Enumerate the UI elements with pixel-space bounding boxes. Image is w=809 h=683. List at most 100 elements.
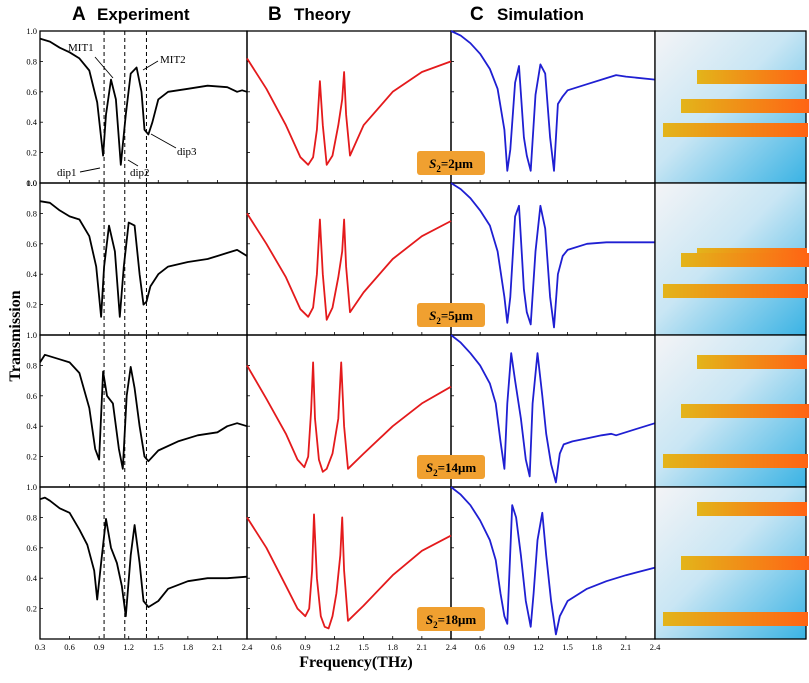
frame-row2-experiment bbox=[39, 182, 248, 336]
annotation-dip1: dip1 bbox=[57, 167, 77, 179]
x-tick-label: 0.9 bbox=[504, 642, 515, 652]
s2-label-box bbox=[417, 455, 485, 479]
theory-line-row4 bbox=[246, 513, 452, 630]
annotation-mit1: MIT1 bbox=[68, 42, 94, 54]
x-tick-label: 2.1 bbox=[621, 642, 632, 652]
simulation-line-row1 bbox=[450, 30, 656, 172]
x-tick-label: 1.2 bbox=[123, 642, 134, 652]
annotation-dip3: dip3 bbox=[177, 146, 197, 158]
structure-bar-2 bbox=[681, 99, 809, 113]
structure-bar-3 bbox=[663, 612, 808, 626]
experiment-line-row3 bbox=[39, 353, 248, 470]
y-tick-label: 0.2 bbox=[26, 604, 37, 614]
y-tick-label: 0.8 bbox=[26, 56, 37, 66]
x-tick-label: 2.1 bbox=[212, 642, 223, 652]
x-tick-label: 0.3 bbox=[35, 642, 46, 652]
x-axis-label: Frequency(THz) bbox=[299, 654, 412, 671]
x-tick-label: 2.4 bbox=[242, 642, 253, 652]
y-tick-label: 0.6 bbox=[26, 87, 37, 97]
panel-letter-b: B bbox=[268, 4, 282, 25]
annotation-dip2-arrow bbox=[127, 159, 139, 167]
y-tick-label: 0.8 bbox=[26, 208, 37, 218]
annotation-dip1-arrow bbox=[79, 167, 101, 173]
simulation-line-row4 bbox=[450, 486, 656, 636]
theory-line-row2 bbox=[246, 212, 452, 321]
tick-labels: 0.0 0.2 0.4 0.6 0.8 1.0 0.2 0.4 0.6 0.8 1.0 0.2 0.4 0… bbox=[26, 26, 661, 652]
structure-bar-2 bbox=[681, 253, 809, 267]
panel-title-simulation: Simulation bbox=[497, 5, 584, 24]
panel-title-theory: Theory bbox=[294, 5, 351, 24]
structure-bar-3 bbox=[663, 284, 808, 298]
annotation-mit2-arrow bbox=[142, 60, 159, 71]
data-series bbox=[39, 30, 656, 636]
structure-bar-1 bbox=[697, 502, 807, 516]
x-tick-label: 2.1 bbox=[417, 642, 428, 652]
y-tick-label: 0.4 bbox=[26, 573, 37, 583]
s2-label-box bbox=[417, 303, 485, 327]
s2-label-box bbox=[417, 151, 485, 175]
x-tick-label: 0.6 bbox=[475, 642, 486, 652]
x-tick-label: 1.8 bbox=[591, 642, 602, 652]
x-tick-label: 0.6 bbox=[271, 642, 282, 652]
y-tick-label: 0.4 bbox=[26, 421, 37, 431]
annotations: MIT1 MIT2 dip1 dip2 dip3 bbox=[57, 42, 197, 179]
s2-label-box bbox=[417, 607, 485, 631]
y-tick-label: 1.0 bbox=[26, 26, 37, 36]
theory-line-row1 bbox=[246, 57, 452, 166]
y-tick-label: 1.0 bbox=[26, 330, 37, 340]
s2-label: S2=2μm bbox=[429, 156, 473, 174]
experiment-line-row2 bbox=[39, 200, 248, 318]
x-tick-label: 1.5 bbox=[153, 642, 164, 652]
x-tick-label: 1.8 bbox=[387, 642, 398, 652]
dashed-reference-lines bbox=[103, 31, 147, 639]
x-tick-label: 1.5 bbox=[358, 642, 369, 652]
y-tick-label: 1.0 bbox=[26, 178, 37, 188]
y-tick-label: 0.2 bbox=[26, 452, 37, 462]
y-axis-label: Transmission bbox=[7, 290, 24, 381]
y-tick-label: 0.6 bbox=[26, 543, 37, 553]
x-tick-label: 1.2 bbox=[329, 642, 340, 652]
y-tick-label: 1.0 bbox=[26, 482, 37, 492]
structure-bar-1 bbox=[697, 355, 807, 369]
y-tick-label: 0.2 bbox=[26, 148, 37, 158]
y-tick-label: 0.0 bbox=[26, 178, 37, 188]
x-tick-label: 0.9 bbox=[300, 642, 311, 652]
x-tick-label: 2.4 bbox=[446, 642, 457, 652]
structure-bar-1 bbox=[697, 70, 807, 84]
annotation-mit2: MIT2 bbox=[160, 54, 186, 66]
panel-letter-a: A bbox=[72, 4, 86, 25]
annotation-dip3-arrow bbox=[150, 133, 177, 149]
panel-title-experiment: Experiment bbox=[97, 5, 190, 24]
annotation-mit1-arrow bbox=[94, 56, 114, 79]
s2-label: S2=18μm bbox=[426, 612, 477, 630]
x-tick-label: 1.2 bbox=[533, 642, 544, 652]
s2-label: S2=5μm bbox=[429, 308, 473, 326]
structure-bar-2 bbox=[681, 556, 809, 570]
y-tick-label: 0.6 bbox=[26, 391, 37, 401]
y-tick-label: 0.4 bbox=[26, 269, 37, 279]
x-tick-label: 2.4 bbox=[650, 642, 661, 652]
y-tick-label: 0.2 bbox=[26, 300, 37, 310]
simulation-line-row2 bbox=[450, 182, 655, 329]
y-tick-label: 0.8 bbox=[26, 512, 37, 522]
x-tick-label: 0.9 bbox=[94, 642, 105, 652]
x-tick-label: 0.6 bbox=[64, 642, 75, 652]
x-tick-label: 1.8 bbox=[183, 642, 194, 652]
theory-line-row3 bbox=[246, 361, 452, 473]
y-tick-label: 0.4 bbox=[26, 117, 37, 127]
structure-bar-2 bbox=[681, 404, 809, 418]
frame-row4-experiment bbox=[39, 486, 248, 640]
structure-bar-3 bbox=[663, 123, 808, 137]
structure-bar-3 bbox=[663, 454, 808, 468]
simulation-line-row3 bbox=[450, 334, 656, 484]
experiment-line-row1 bbox=[39, 37, 248, 166]
y-tick-label: 0.6 bbox=[26, 239, 37, 249]
annotation-dip2: dip2 bbox=[130, 167, 150, 179]
panel-letter-c: C bbox=[470, 4, 484, 25]
structure-schematics bbox=[654, 30, 809, 640]
frame-row3-experiment bbox=[39, 334, 248, 488]
s2-labels: S2=2μm S2=5μm S2=14μm S2=18μm bbox=[417, 151, 485, 631]
y-tick-label: 0.8 bbox=[26, 360, 37, 370]
experiment-line-row4 bbox=[39, 496, 248, 618]
